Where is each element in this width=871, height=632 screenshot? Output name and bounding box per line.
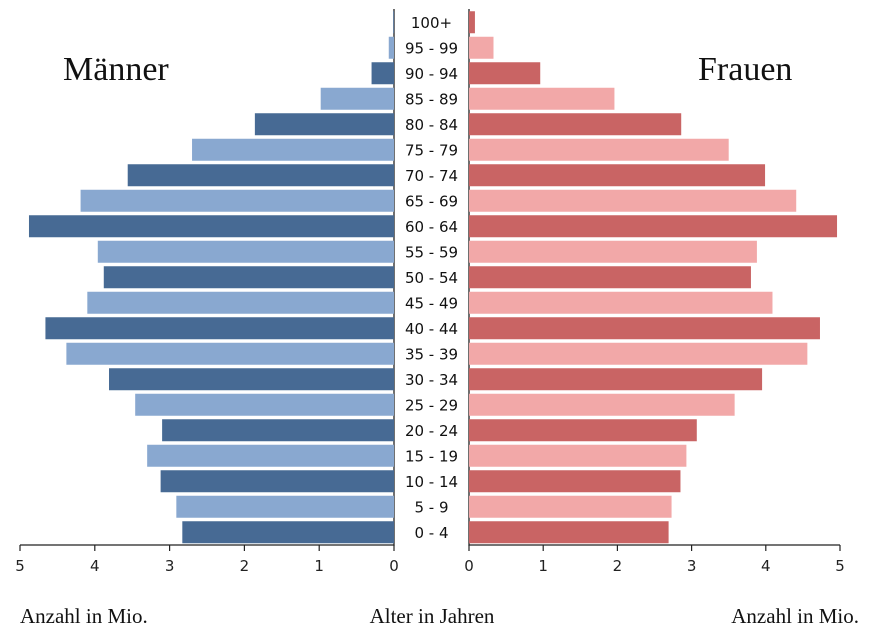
left-tick-label: 5 <box>15 557 25 575</box>
age-label: 55 - 59 <box>405 243 458 261</box>
age-label: 15 - 19 <box>405 447 458 465</box>
men-bar-95-99 <box>388 36 394 59</box>
men-bar-30-34 <box>109 368 395 391</box>
left-tick-label: 2 <box>240 557 250 575</box>
right-tick-label: 5 <box>835 557 845 575</box>
age-label: 5 - 9 <box>414 498 448 516</box>
right-tick-label: 3 <box>687 557 697 575</box>
women-bar-20-24 <box>469 419 697 442</box>
women-bar-50-54 <box>469 266 751 289</box>
men-bar-45-49 <box>87 291 394 314</box>
men-title: Männer <box>63 51 169 88</box>
women-bar-10-14 <box>469 470 681 493</box>
age-label: 40 - 44 <box>405 320 458 338</box>
age-label: 10 - 14 <box>405 473 458 491</box>
age-label: 25 - 29 <box>405 396 458 414</box>
age-label: 80 - 84 <box>405 116 458 134</box>
men-bar-80-84 <box>254 113 394 136</box>
age-label: 0 - 4 <box>414 524 448 542</box>
right-tick-label: 4 <box>761 557 771 575</box>
women-bars <box>469 11 838 544</box>
left-tick-label: 3 <box>165 557 175 575</box>
women-bar-55-59 <box>469 240 757 263</box>
women-bar-60-64 <box>469 215 838 238</box>
men-bar-50-54 <box>103 266 394 289</box>
women-bar-95-99 <box>469 36 494 59</box>
women-bar-100plus <box>469 11 475 34</box>
left-tick-label: 0 <box>389 557 399 575</box>
men-bar-0-4 <box>182 521 394 544</box>
men-bar-5-9 <box>176 495 394 518</box>
age-label: 85 - 89 <box>405 90 458 108</box>
women-bar-35-39 <box>469 342 808 365</box>
age-label: 45 - 49 <box>405 294 458 312</box>
women-bar-85-89 <box>469 87 615 110</box>
women-bar-30-34 <box>469 368 763 391</box>
age-label: 100+ <box>411 14 452 32</box>
men-bar-100plus <box>393 11 395 34</box>
men-bar-35-39 <box>66 342 394 365</box>
age-label: 30 - 34 <box>405 371 458 389</box>
men-bar-75-79 <box>192 138 394 161</box>
left-x-axis-title: Anzahl in Mio. <box>20 604 148 628</box>
men-bar-55-59 <box>97 240 395 263</box>
women-bar-40-44 <box>469 317 820 340</box>
left-tick-label: 4 <box>90 557 100 575</box>
men-bar-90-94 <box>371 62 394 85</box>
women-bar-45-49 <box>469 291 773 314</box>
men-bar-10-14 <box>160 470 394 493</box>
age-label: 70 - 74 <box>405 167 458 185</box>
center-axis-title: Alter in Jahren <box>370 604 495 628</box>
age-label: 35 - 39 <box>405 345 458 363</box>
right-tick-label: 1 <box>538 557 548 575</box>
men-bar-85-89 <box>320 87 394 110</box>
men-bar-25-29 <box>135 393 394 416</box>
age-group-labels: 0 - 4 5 - 9 10 - 14 15 - 19 20 - 24 25 - 29 30… <box>405 14 458 542</box>
age-label: 75 - 79 <box>405 141 458 159</box>
age-label: 90 - 94 <box>405 65 458 83</box>
women-bar-5-9 <box>469 495 672 518</box>
men-bar-15-19 <box>147 444 394 467</box>
women-bar-25-29 <box>469 393 735 416</box>
women-bar-0-4 <box>469 521 669 544</box>
age-label: 50 - 54 <box>405 269 458 287</box>
right-tick-label: 2 <box>613 557 623 575</box>
age-label: 65 - 69 <box>405 192 458 210</box>
men-bar-20-24 <box>162 419 394 442</box>
women-bar-75-79 <box>469 138 729 161</box>
women-title: Frauen <box>698 51 792 88</box>
women-bar-90-94 <box>469 62 541 85</box>
age-label: 60 - 64 <box>405 218 458 236</box>
men-bar-40-44 <box>45 317 394 340</box>
left-tick-label: 1 <box>314 557 324 575</box>
men-bar-65-69 <box>80 189 394 212</box>
men-bar-70-74 <box>127 164 394 187</box>
right-x-axis-title: Anzahl in Mio. <box>731 604 859 628</box>
age-label: 20 - 24 <box>405 422 458 440</box>
x-axis-ticks: 0 0 1 1 2 2 3 3 4 4 5 5 <box>15 545 845 575</box>
women-bar-80-84 <box>469 113 682 136</box>
right-tick-label: 0 <box>464 557 474 575</box>
men-bars <box>28 11 395 544</box>
women-bar-15-19 <box>469 444 687 467</box>
women-bar-70-74 <box>469 164 766 187</box>
age-label: 95 - 99 <box>405 39 458 57</box>
women-bar-65-69 <box>469 189 797 212</box>
men-bar-60-64 <box>28 215 394 238</box>
